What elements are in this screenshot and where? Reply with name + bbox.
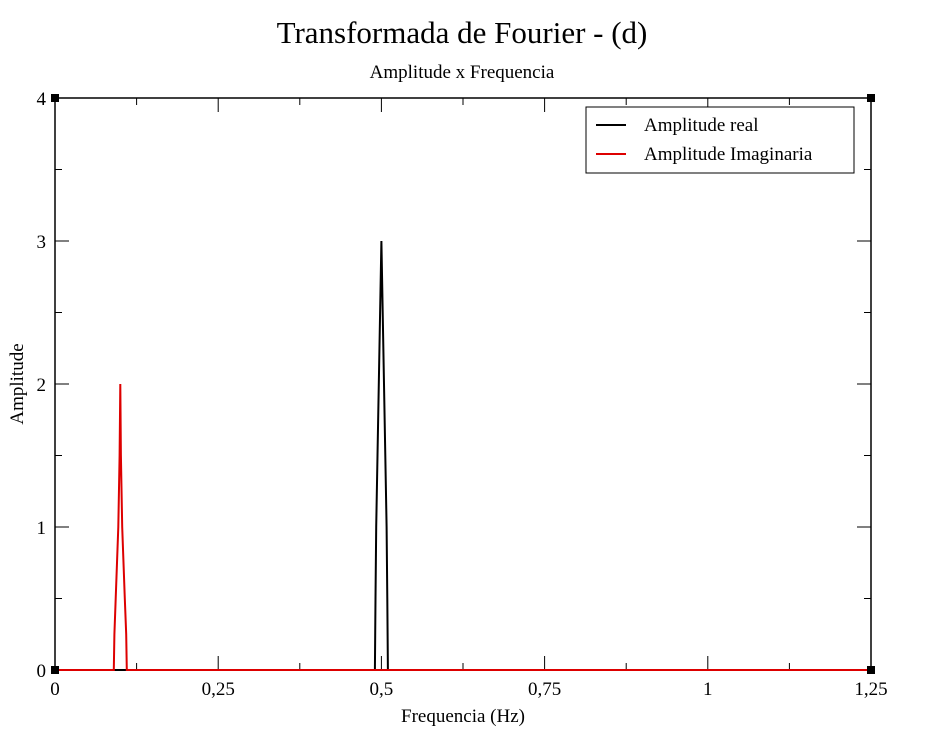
series-lines (55, 240, 871, 671)
corner-markers (51, 94, 875, 674)
x-tick-label: 1 (703, 679, 713, 700)
chart-subtitle: Amplitude x Frequencia (370, 62, 555, 83)
x-tick-label: 0 (50, 679, 60, 700)
x-tick-label: 1,25 (854, 679, 887, 700)
y-tick-label: 1 (37, 518, 47, 539)
x-axis-label: Frequencia (Hz) (401, 706, 525, 727)
legend-label-real: Amplitude real (644, 115, 759, 136)
y-tick-labels: 0 1 2 3 4 (37, 89, 47, 682)
x-tick-labels: 0 0,25 0,5 0,75 1 1,25 (50, 679, 887, 700)
chart-title: Transformada de Fourier - (d) (277, 15, 648, 50)
x-tick-label: 0,5 (370, 679, 394, 700)
legend-label-imaginaria: Amplitude Imaginaria (644, 144, 813, 165)
legend: Amplitude real Amplitude Imaginaria (585, 106, 855, 174)
corner-marker (51, 666, 59, 674)
y-tick-label: 2 (37, 375, 47, 396)
y-tick-label: 0 (37, 661, 47, 682)
plot-frame (54, 97, 872, 671)
corner-marker (51, 94, 59, 102)
x-tick-label: 0,75 (528, 679, 561, 700)
corner-marker (867, 94, 875, 102)
y-tick-label: 4 (37, 89, 47, 110)
corner-marker (867, 666, 875, 674)
legend-box (585, 106, 855, 174)
series-line-imaginaria (55, 383, 871, 671)
y-tick-label: 3 (37, 232, 47, 253)
series-line-real (55, 240, 871, 671)
x-tick-label: 0,25 (202, 679, 235, 700)
y-axis-label: Amplitude (7, 343, 28, 424)
minor-ticks (55, 98, 871, 670)
